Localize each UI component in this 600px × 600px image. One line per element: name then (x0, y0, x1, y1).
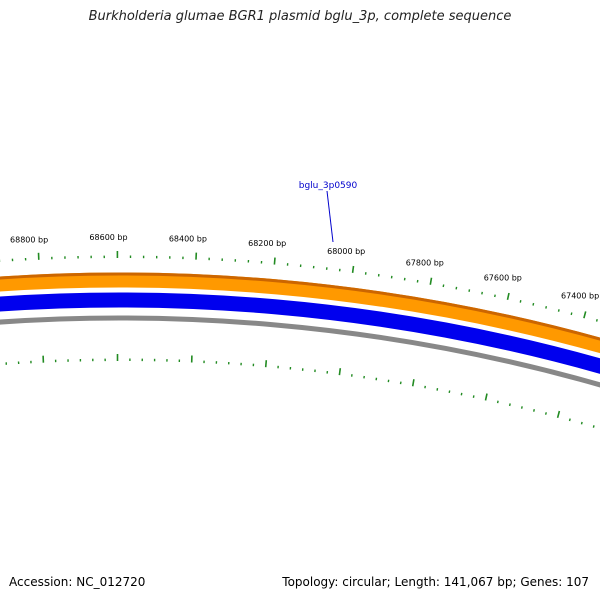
outer-ruler-minor-tick (481, 291, 483, 295)
reverse-strand-track (0, 292, 600, 374)
forward-strand-track (0, 272, 600, 354)
inner-ruler-minor-tick (496, 400, 499, 404)
inner-ruler-minor-tick (533, 409, 535, 412)
inner-ruler-minor-tick (520, 406, 523, 409)
inner-ruler-minor-tick (399, 381, 402, 385)
outer-ruler-major-tick (583, 311, 587, 319)
inner-ruler-major-tick (264, 360, 268, 368)
forward-strand-edge (0, 272, 600, 341)
outer-ruler-minor-tick (519, 300, 522, 303)
inner-ruler-major-tick (411, 379, 415, 387)
inner-ruler-major-tick (556, 410, 561, 419)
ruler-label: 68400 bp (169, 234, 207, 243)
inner-ruler-minor-tick (460, 392, 463, 396)
gene-annotation: bglu_3p0590 (299, 181, 358, 243)
outer-ruler-major-tick (351, 265, 355, 274)
outer-ruler-minor-tick (532, 302, 535, 306)
ruler-label: 68800 bp (10, 235, 48, 244)
inner-ruler-minor-tick (472, 395, 475, 398)
inner-ruler-minor-tick (448, 390, 451, 394)
gene-leader-line (326, 190, 334, 243)
outer-ruler-minor-tick (455, 286, 458, 290)
map-title: Burkholderia glumae BGR1 plasmid bglu_3p… (88, 9, 512, 24)
inner-ruler-minor-tick (568, 418, 571, 422)
footer-stats: Topology: circular; Length: 141,067 bp; … (282, 575, 589, 589)
ruler-label: 68600 bp (89, 233, 127, 242)
backbone-ring (0, 315, 600, 388)
inner-ruler-minor-tick (508, 403, 511, 407)
ruler-label: 68200 bp (248, 239, 286, 248)
outer-ruler-minor-tick (494, 294, 496, 298)
outer-ruler-minor-tick (468, 289, 471, 292)
inner-ruler-major-tick (338, 368, 342, 376)
outer-ruler-minor-tick (570, 312, 573, 316)
gene-label: bglu_3p0590 (299, 181, 358, 191)
inner-ruler-ticks (5, 354, 595, 428)
ruler-label: 67400 bp (561, 292, 599, 301)
outer-ruler-major-tick (506, 292, 510, 300)
inner-ruler-minor-tick (544, 412, 547, 415)
inner-ruler-major-tick (484, 393, 488, 401)
inner-ruler-minor-tick (580, 421, 583, 425)
ruler-label: 68000 bp (327, 247, 365, 256)
footer-accession: Accession: NC_012720 (9, 575, 146, 589)
outer-ruler-minor-tick (595, 319, 598, 322)
ruler-label: 67800 bp (406, 259, 444, 268)
outer-ruler-major-tick (429, 277, 433, 285)
outer-ruler-minor-tick (557, 309, 560, 312)
strand-tracks (0, 272, 600, 388)
outer-ruler-major-tick (273, 257, 276, 265)
outer-ruler-minor-tick (442, 284, 445, 288)
ruler-labels: 68800 bp 68600 bp 68400 bp 68200 bp 68000 bp… (10, 233, 599, 301)
inner-ruler-minor-tick (592, 425, 595, 428)
ruler-label: 67600 bp (484, 273, 522, 282)
outer-ruler-minor-tick (545, 306, 548, 309)
outer-ruler-ticks (0, 251, 598, 322)
